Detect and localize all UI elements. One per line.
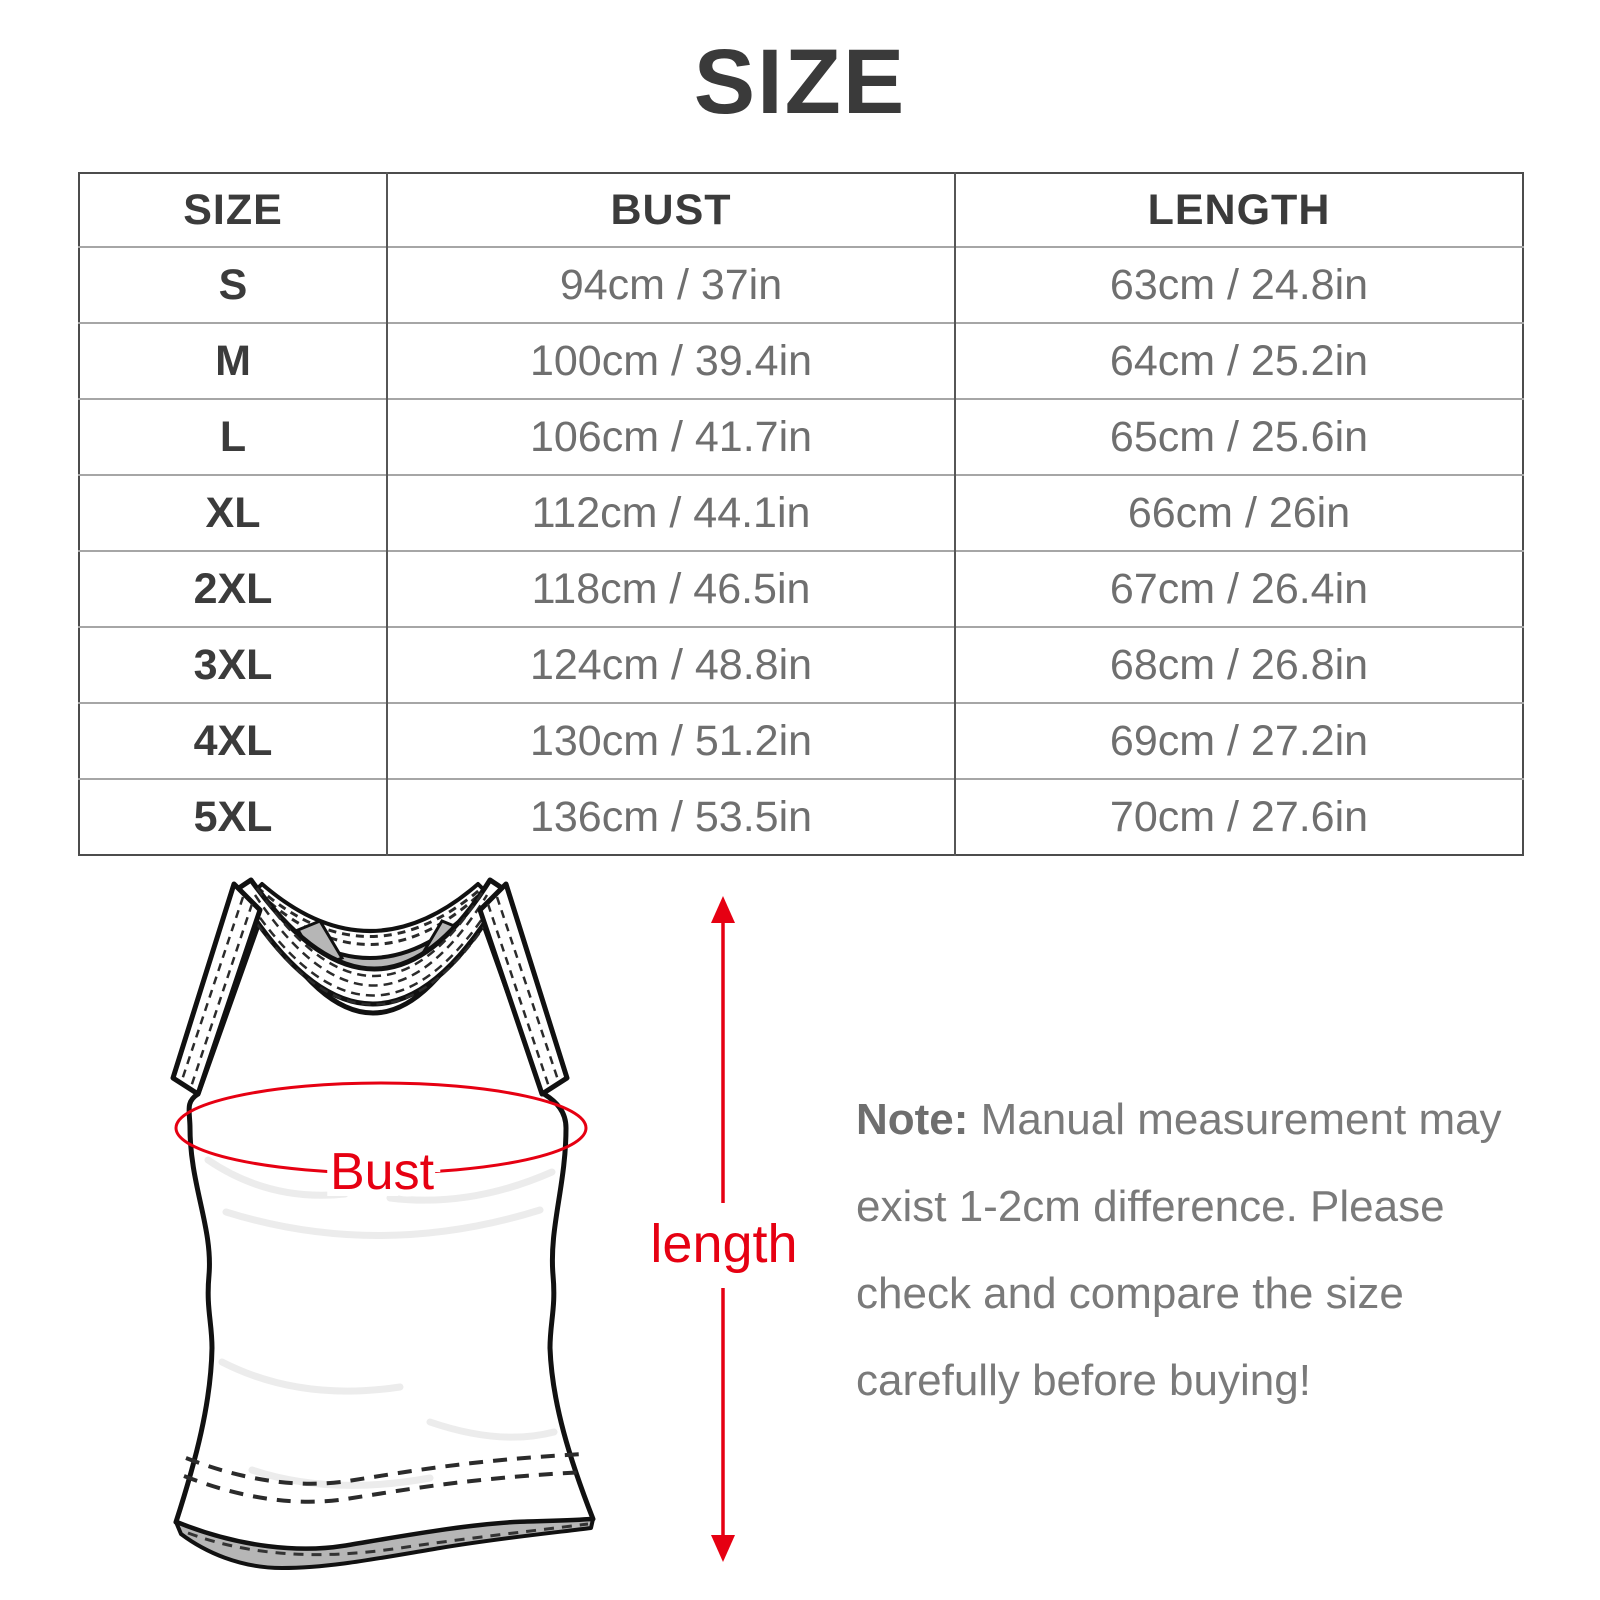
length-cell: 65cm / 25.6in <box>954 398 1523 475</box>
table-row: L 106cm / 41.7in 65cm / 25.6in <box>79 398 1523 475</box>
neck-interior-panel <box>252 888 490 986</box>
back-collar-stitching <box>256 885 484 946</box>
note-line: carefully before buying! <box>856 1356 1311 1405</box>
length-cell: 68cm / 26.8in <box>954 626 1523 703</box>
page-title: SIZE <box>693 31 907 133</box>
arrow-up-icon <box>711 896 735 923</box>
column-header-bust: BUST <box>386 173 955 247</box>
right-strap <box>477 881 570 1097</box>
table-row: S 94cm / 37in 63cm / 24.8in <box>79 246 1523 323</box>
bust-cell: 94cm / 37in <box>386 246 955 323</box>
length-measure: length <box>650 896 798 1562</box>
bust-cell: 130cm / 51.2in <box>386 702 955 779</box>
back-collar-band <box>250 882 490 960</box>
tank-body <box>173 911 596 1552</box>
note-label: Note: <box>856 1095 969 1144</box>
front-collar-stitching <box>238 887 504 1006</box>
bust-cell: 106cm / 41.7in <box>386 398 955 475</box>
length-cell: 70cm / 27.6in <box>954 778 1523 855</box>
length-cell: 63cm / 24.8in <box>954 246 1523 323</box>
left-strap-connector <box>295 919 345 969</box>
bust-cell: 112cm / 44.1in <box>386 474 955 551</box>
hem-underside <box>174 1517 595 1570</box>
length-cell: 64cm / 25.2in <box>954 322 1523 399</box>
fabric-wrinkles <box>204 1156 558 1489</box>
note-line-1: Manual measurement may <box>980 1095 1502 1144</box>
bust-cell: 118cm / 46.5in <box>386 550 955 627</box>
bust-measure: Bust <box>174 1081 588 1208</box>
arrow-down-icon <box>711 1535 735 1562</box>
bust-cell: 100cm / 39.4in <box>386 322 955 399</box>
hem-stitching <box>183 1452 587 1504</box>
table-row: 5XL 136cm / 53.5in 70cm / 27.6in <box>79 778 1523 855</box>
size-cell: XL <box>79 474 387 551</box>
bust-cell: 124cm / 48.8in <box>386 626 955 703</box>
size-cell: 4XL <box>79 702 387 779</box>
hem-underside-stitching <box>187 1522 589 1557</box>
table-row: XL 112cm / 44.1in 66cm / 26in <box>79 474 1523 551</box>
note-line: Note: Manual measurement may <box>856 1076 1516 1163</box>
bust-cell: 136cm / 53.5in <box>386 778 955 855</box>
length-label: length <box>650 1214 797 1274</box>
table-row: 2XL 118cm / 46.5in 67cm / 26.4in <box>79 550 1523 627</box>
note-line: check and compare the size <box>856 1269 1404 1318</box>
table-row: 3XL 124cm / 48.8in 68cm / 26.8in <box>79 626 1523 703</box>
length-cell: 67cm / 26.4in <box>954 550 1523 627</box>
size-cell: M <box>79 322 387 399</box>
strap-stitching <box>180 896 560 1088</box>
note-text: Note: Manual measurement may exist 1-2cm… <box>856 1076 1516 1424</box>
table-row: M 100cm / 39.4in 64cm / 25.2in <box>79 322 1523 399</box>
front-collar-band <box>233 877 508 1007</box>
left-strap <box>170 881 263 1097</box>
bust-label: Bust <box>330 1143 435 1201</box>
length-cell: 69cm / 27.2in <box>954 702 1523 779</box>
table-header-row: SIZE BUST LENGTH <box>79 173 1523 247</box>
table-row: 4XL 130cm / 51.2in 69cm / 27.2in <box>79 702 1523 779</box>
length-cell: 66cm / 26in <box>954 474 1523 551</box>
column-header-length: LENGTH <box>954 173 1523 247</box>
tank-top-drawing <box>170 877 596 1570</box>
size-cell: L <box>79 398 387 475</box>
size-table: SIZE BUST LENGTH S 94cm / 37in 63cm / 24… <box>78 172 1524 856</box>
size-cell: 2XL <box>79 550 387 627</box>
bust-ellipse <box>174 1081 588 1175</box>
size-cell: 5XL <box>79 778 387 855</box>
size-cell: 3XL <box>79 626 387 703</box>
column-header-size: SIZE <box>183 185 283 234</box>
note-line: exist 1-2cm difference. Please <box>856 1182 1445 1231</box>
size-cell: S <box>79 246 387 323</box>
right-strap-connector <box>417 919 467 969</box>
